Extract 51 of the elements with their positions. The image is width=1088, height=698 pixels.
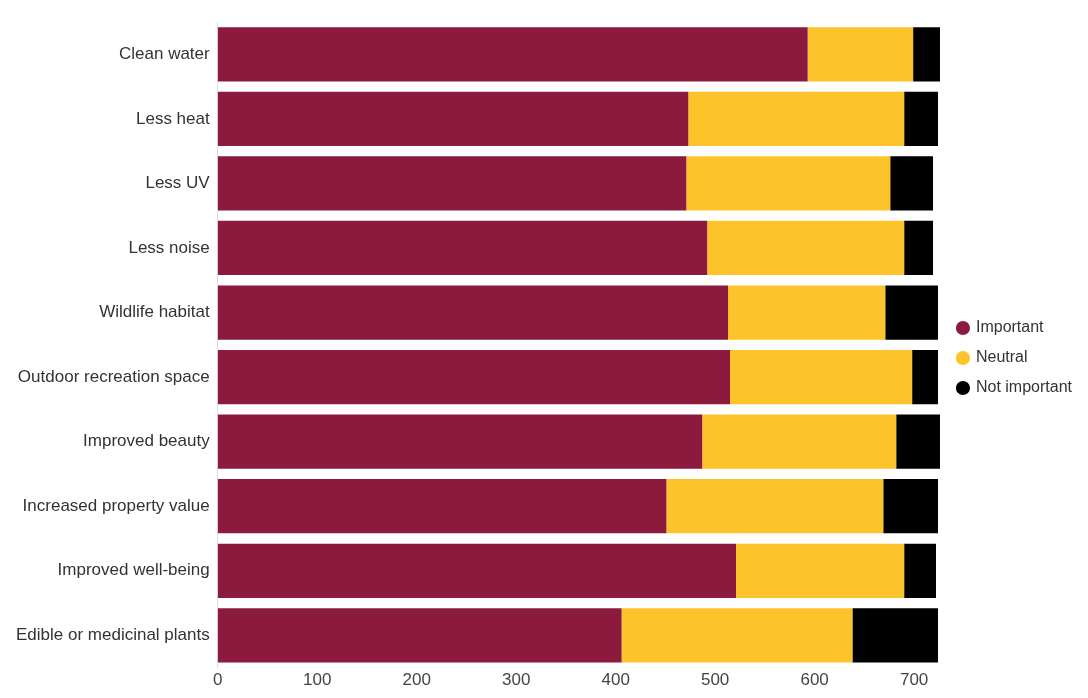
y-tick-label: Edible or medicinal plants [16,625,210,645]
bar [885,285,938,340]
x-tick-label: 0 [212,670,223,690]
x-tick-label: 100 [303,670,332,690]
bar [686,156,891,211]
bar [217,543,737,598]
bar [217,27,808,82]
x-tick-label: 300 [501,670,531,690]
y-tick-label: Less noise [128,237,210,257]
bar [904,543,936,598]
bar [730,349,913,405]
bar [217,608,622,663]
bar [807,27,914,82]
bar [896,414,940,469]
bar [217,479,667,534]
legend-label: Not important [975,378,1073,396]
bar [904,220,934,276]
y-tick-label: Improved beauty [83,431,211,451]
y-tick-label: Wildlife habitat [99,302,210,322]
bar [217,285,729,340]
bar [728,285,886,340]
x-tick-label: 200 [402,670,431,690]
bar [217,156,687,211]
x-tick-label: 500 [700,670,730,690]
bar [217,414,703,469]
bar [883,479,938,534]
legend-label: Important [975,318,1045,336]
x-tick-label: 400 [601,670,630,690]
y-tick-label: Less UV [145,173,211,193]
bar [736,543,905,598]
y-tick-label: Clean water [119,43,211,63]
bar [912,349,938,405]
bar [707,220,905,276]
bar [666,479,884,534]
bar [852,608,938,663]
bar [913,27,940,82]
legend-label: Neutral [975,348,1028,366]
y-tick-label: Outdoor recreation space [17,366,210,386]
bar [904,91,938,146]
x-tick-label: 600 [800,670,829,690]
bar [702,414,897,469]
bar [890,156,934,211]
bar [621,608,853,663]
bar [688,91,905,146]
x-tick-label: 700 [899,670,929,690]
y-tick-label: Improved well-being [57,560,210,580]
y-tick-label: Less heat [135,108,210,128]
bar [217,220,708,276]
bar [217,91,689,146]
bar [217,349,731,405]
y-tick-label: Increased property value [22,495,210,515]
